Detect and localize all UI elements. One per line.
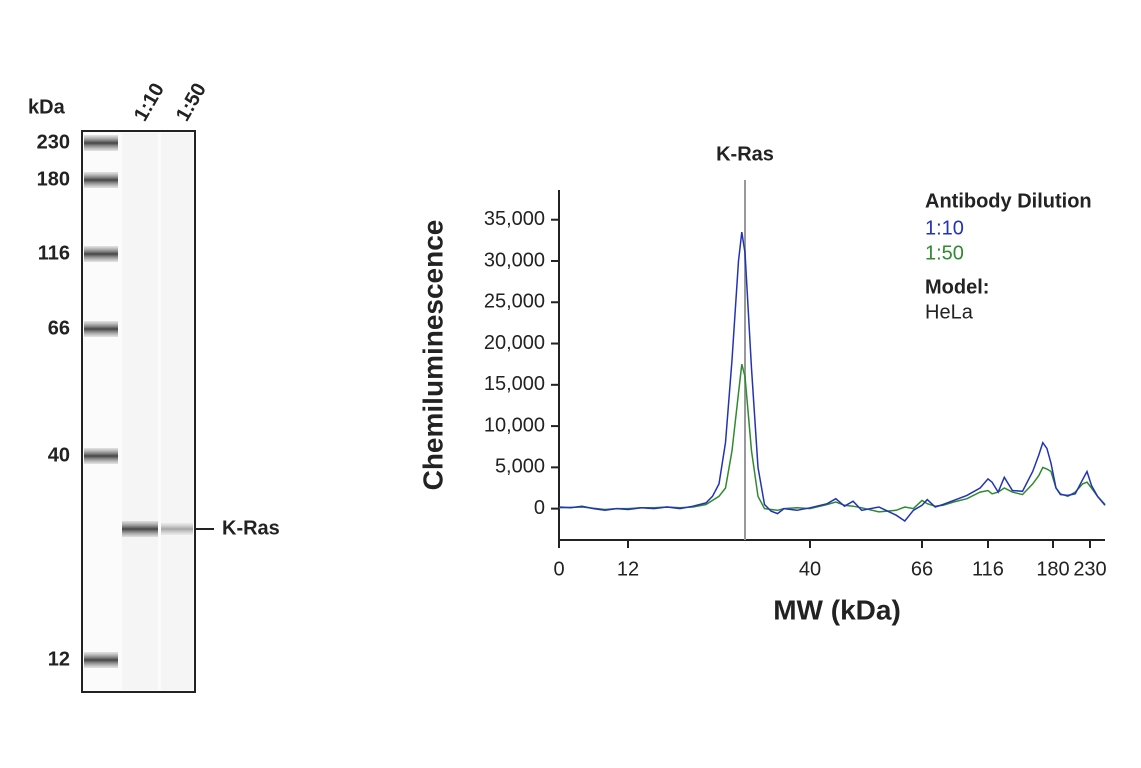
y-tick-label: 20,000 — [484, 332, 545, 354]
band — [122, 521, 158, 537]
annotation-label: K-Ras — [716, 143, 774, 165]
x-tick-label: 40 — [799, 558, 821, 580]
y-tick-label: 15,000 — [484, 373, 545, 395]
series-line — [558, 231, 1106, 523]
y-tick-label: 35,000 — [484, 208, 545, 230]
ladder-band — [84, 652, 118, 668]
legend-title: Antibody Dilution — [925, 190, 1092, 212]
x-tick-label: 0 — [553, 558, 564, 580]
y-tick-label: 5,000 — [495, 456, 545, 478]
x-tick-label: 66 — [911, 558, 933, 580]
lane — [161, 133, 193, 690]
unit-label: kDa — [28, 96, 66, 118]
x-tick-label: 12 — [617, 558, 639, 580]
lane-label: 1:10 — [130, 79, 169, 125]
band — [161, 523, 193, 535]
marker-label: 40 — [48, 444, 70, 466]
y-tick-label: 25,000 — [484, 291, 545, 313]
marker-label: 180 — [37, 168, 70, 190]
ladder-band — [84, 321, 118, 337]
lane — [122, 133, 158, 690]
y-axis-title: Chemiluminescence — [417, 220, 448, 491]
y-tick-label: 30,000 — [484, 249, 545, 271]
x-tick-label: 230 — [1073, 558, 1106, 580]
ladder-band — [84, 448, 118, 464]
marker-label: 12 — [48, 648, 70, 670]
lane-label: 1:50 — [172, 79, 211, 125]
x-tick-label: 116 — [972, 558, 1004, 580]
marker-label: 66 — [48, 317, 70, 339]
legend-entry: 1:10 — [925, 217, 964, 239]
y-tick-label: 10,000 — [484, 414, 545, 436]
marker-label: 230 — [37, 131, 70, 153]
marker-label: 116 — [38, 242, 70, 264]
ladder-band — [84, 246, 118, 262]
legend-entry: 1:50 — [925, 242, 964, 264]
x-tick-label: 180 — [1036, 558, 1069, 580]
band-label: K-Ras — [222, 517, 280, 539]
model-label: Model: — [925, 276, 989, 298]
x-axis-title: MW (kDa) — [773, 594, 901, 625]
ladder-band — [84, 135, 118, 151]
y-tick-label: 0 — [534, 497, 545, 519]
ladder-band — [84, 172, 118, 188]
model-name: HeLa — [925, 301, 974, 323]
